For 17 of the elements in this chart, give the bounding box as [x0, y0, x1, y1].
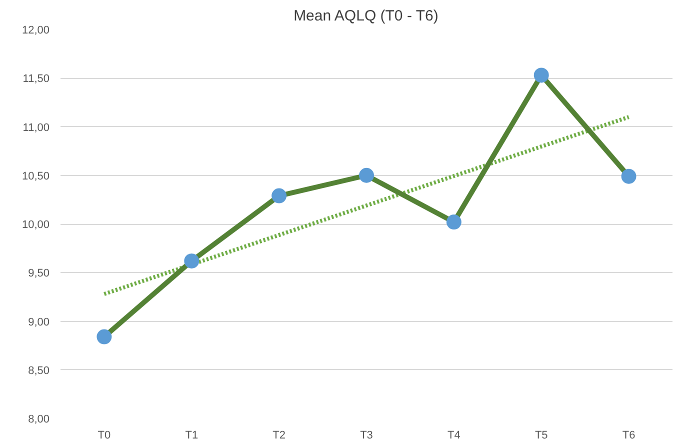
x-tick-label: T4 — [448, 430, 460, 442]
x-tick-label: T0 — [98, 430, 111, 442]
chart-title: Mean AQLQ (T0 - T6) — [294, 8, 438, 24]
x-tick-label: T1 — [185, 430, 198, 442]
y-tick-label: 9,00 — [28, 316, 50, 328]
x-tick-label: T2 — [272, 430, 286, 442]
y-tick-label: 8,00 — [28, 414, 50, 426]
y-tick-label: 11,00 — [22, 122, 50, 134]
x-tick-label: T6 — [622, 430, 636, 442]
x-tick-label: T5 — [534, 430, 548, 442]
y-tick-label: 12,00 — [22, 24, 50, 36]
y-tick-label: 9,50 — [28, 268, 50, 280]
y-tick-label: 8,50 — [28, 364, 50, 377]
x-tick-label: T3 — [360, 430, 373, 442]
y-tick-label: 11,50 — [22, 73, 50, 86]
y-tick-label: 10,00 — [22, 219, 50, 231]
y-tick-label: 10,50 — [22, 170, 50, 182]
